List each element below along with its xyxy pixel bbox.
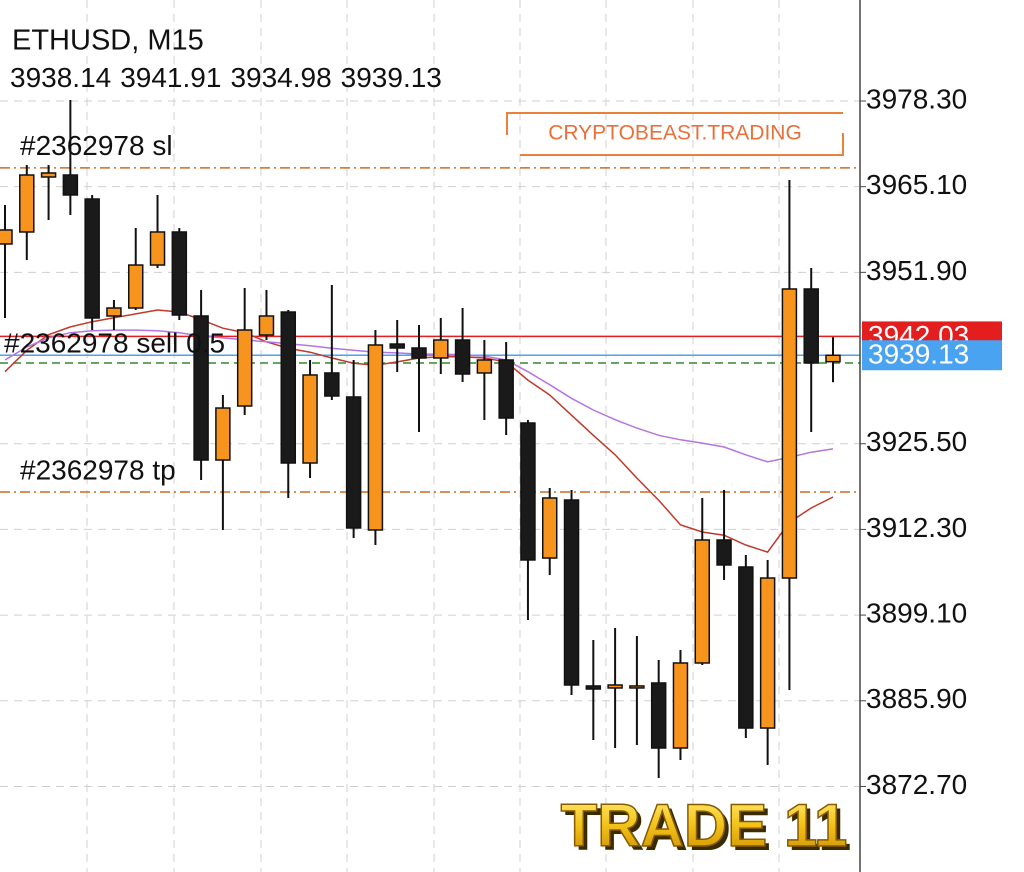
y-tick-label: 3899.10 xyxy=(866,597,967,628)
candle-body xyxy=(106,307,122,317)
candle-body xyxy=(607,684,623,689)
y-tick-label: 3912.30 xyxy=(866,512,967,543)
candle-body xyxy=(302,374,318,464)
watermark-text: CRYPTOBEAST.TRADING xyxy=(548,122,802,145)
ohlc-value: 3938.14 xyxy=(10,62,111,93)
candle-body xyxy=(759,577,776,729)
candle-body xyxy=(476,359,493,374)
candle-body xyxy=(389,343,405,349)
ohlc-value: 3934.98 xyxy=(230,62,331,93)
candle-body xyxy=(694,539,711,664)
candle-body xyxy=(127,264,144,309)
candle-body xyxy=(803,288,819,364)
trade-label-shadow: TRADE 11 xyxy=(565,796,852,863)
y-tick-label: 3925.50 xyxy=(866,426,967,457)
candle-body xyxy=(149,231,166,266)
candle-body xyxy=(781,288,798,579)
candle-body xyxy=(0,229,13,245)
candle-body xyxy=(650,682,667,749)
candle-body xyxy=(40,172,57,178)
y-tick-label: 3885.90 xyxy=(866,683,967,714)
candle-body xyxy=(498,359,514,419)
candle-body xyxy=(411,347,427,359)
candle-body xyxy=(716,539,732,566)
candle-body xyxy=(280,311,297,464)
candle-body xyxy=(629,685,645,689)
candle-body xyxy=(585,685,602,690)
order-level-label: #2362978 tp xyxy=(20,454,176,485)
y-tick-label: 3872.70 xyxy=(866,769,967,800)
order-level-label: #2362978 sell 0.5 xyxy=(4,327,225,358)
order-level-label: #2362978 sl xyxy=(20,130,173,161)
ohlc-readout: 3938.14 3941.91 3934.98 3939.13 xyxy=(10,62,442,93)
candle-body xyxy=(62,174,79,196)
candle-body xyxy=(454,339,471,375)
candle-body xyxy=(672,662,689,749)
candle-body xyxy=(433,339,449,359)
chart-title: ETHUSD, M15 xyxy=(12,25,204,57)
candle-body xyxy=(215,407,231,461)
trade-label: TRADE 11 xyxy=(561,792,848,859)
ohlc-value: 3939.13 xyxy=(341,62,442,93)
candle-body xyxy=(738,566,754,729)
candle-body xyxy=(84,198,100,319)
candle-body xyxy=(541,497,558,559)
candle-body xyxy=(825,354,841,363)
candle-body xyxy=(520,422,536,561)
ohlc-value: 3941.91 xyxy=(120,62,221,93)
candle-body xyxy=(345,396,362,529)
candle-body xyxy=(563,499,580,686)
y-tick-label: 3951.90 xyxy=(866,255,967,286)
plot-area xyxy=(0,100,860,787)
candle-body xyxy=(367,344,384,531)
y-tick-label: 3978.30 xyxy=(866,83,967,114)
candle-body xyxy=(19,174,35,233)
candle-body xyxy=(193,315,209,461)
candle-body xyxy=(171,231,188,316)
candle-body xyxy=(236,329,253,407)
price-tag-label: 3939.13 xyxy=(868,339,969,370)
price-tag xyxy=(862,340,1002,371)
price-axis: 3978.30 3965.10 3951.90 3925.50 3912.30 3899.… xyxy=(860,83,967,800)
candle-body xyxy=(324,372,340,397)
y-tick-label: 3965.10 xyxy=(866,169,967,200)
candle-body xyxy=(258,315,275,336)
watermark-frame xyxy=(506,112,844,156)
watermark-box: CRYPTOBEAST.TRADING xyxy=(506,112,844,156)
